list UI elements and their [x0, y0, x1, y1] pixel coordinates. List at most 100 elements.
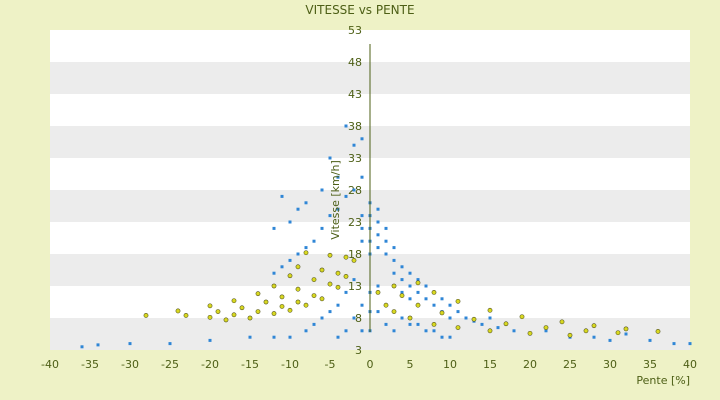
data-point-blue — [376, 233, 380, 237]
data-point-blue — [416, 278, 420, 282]
data-point-blue — [360, 137, 364, 141]
data-point-yellow — [295, 299, 301, 305]
data-point-yellow — [391, 309, 397, 314]
data-point-blue — [440, 297, 444, 301]
x-tick-label: 40 — [683, 358, 697, 371]
data-point-yellow — [343, 273, 349, 279]
data-point-yellow — [327, 281, 333, 287]
y-tick-label: 13 — [348, 280, 362, 293]
x-tick-label: -35 — [81, 358, 99, 371]
data-point-yellow — [271, 311, 277, 316]
data-point-yellow — [335, 270, 341, 276]
data-point-blue — [688, 342, 692, 346]
data-point-blue — [672, 342, 676, 346]
data-point-blue — [384, 226, 388, 230]
data-point-yellow — [583, 328, 589, 334]
data-point-yellow — [279, 294, 285, 300]
data-point-yellow — [415, 302, 421, 308]
y-axis-label: Vitesse [km/h] — [329, 160, 342, 240]
data-point-yellow — [471, 316, 477, 322]
data-point-blue — [328, 156, 332, 160]
y-tick-label: 18 — [348, 248, 362, 261]
data-point-yellow — [519, 314, 525, 320]
data-point-blue — [400, 316, 404, 320]
y-tick-label: 48 — [348, 56, 362, 69]
data-point-blue — [480, 322, 484, 326]
data-point-blue — [320, 188, 324, 192]
data-point-blue — [400, 278, 404, 282]
data-point-blue — [464, 316, 468, 320]
data-point-blue — [360, 329, 364, 333]
data-point-blue — [408, 271, 412, 275]
y-tick-label: 53 — [348, 24, 362, 37]
data-point-blue — [280, 265, 284, 269]
data-point-blue — [360, 303, 364, 307]
data-point-blue — [376, 246, 380, 250]
data-point-yellow — [527, 330, 533, 336]
x-tick-label: -25 — [161, 358, 179, 371]
x-tick-label: 0 — [367, 358, 374, 371]
data-point-yellow — [231, 312, 237, 318]
data-point-blue — [400, 265, 404, 269]
data-point-yellow — [303, 250, 309, 256]
data-point-yellow — [279, 304, 285, 309]
data-point-yellow — [175, 308, 181, 314]
data-point-blue — [360, 239, 364, 243]
data-point-blue — [408, 322, 412, 326]
data-point-blue — [384, 322, 388, 326]
data-point-blue — [424, 297, 428, 301]
data-point-yellow — [439, 310, 445, 316]
data-point-yellow — [287, 307, 293, 313]
y-tick-label: 23 — [348, 216, 362, 229]
x-tick-label: 15 — [483, 358, 497, 371]
data-point-blue — [392, 271, 396, 275]
data-point-blue — [208, 338, 212, 342]
data-point-blue — [360, 175, 364, 179]
data-point-yellow — [567, 332, 573, 338]
data-point-blue — [456, 310, 460, 314]
y-tick-label: 8 — [355, 312, 362, 325]
data-point-blue — [648, 338, 652, 342]
data-point-blue — [296, 252, 300, 256]
y-tick-label: 43 — [348, 88, 362, 101]
data-point-blue — [344, 329, 348, 333]
data-point-blue — [424, 329, 428, 333]
data-point-blue — [344, 194, 348, 198]
y-tick-label: 3 — [355, 344, 362, 357]
data-point-yellow — [431, 289, 437, 295]
data-point-blue — [128, 342, 132, 346]
data-point-yellow — [615, 330, 621, 336]
data-point-blue — [168, 342, 172, 346]
data-point-yellow — [223, 317, 229, 323]
data-point-yellow — [271, 283, 277, 289]
data-point-blue — [328, 214, 332, 218]
data-point-yellow — [239, 305, 245, 311]
x-tick-label: 20 — [523, 358, 537, 371]
data-point-blue — [392, 329, 396, 333]
data-point-blue — [336, 207, 340, 211]
x-tick-label: 30 — [603, 358, 617, 371]
data-point-yellow — [143, 313, 149, 318]
data-point-blue — [288, 335, 292, 339]
data-point-blue — [360, 214, 364, 218]
x-tick-label: -20 — [201, 358, 219, 371]
data-point-blue — [496, 326, 500, 330]
data-point-yellow — [255, 309, 261, 314]
data-point-yellow — [263, 299, 269, 305]
data-point-yellow — [207, 303, 213, 309]
data-point-blue — [336, 303, 340, 307]
data-point-yellow — [247, 315, 253, 321]
data-point-yellow — [543, 325, 549, 330]
data-point-blue — [424, 284, 428, 288]
data-point-yellow — [455, 298, 461, 304]
data-point-yellow — [311, 277, 317, 282]
data-point-yellow — [431, 321, 437, 327]
x-tick-label: -40 — [41, 358, 59, 371]
data-point-blue — [544, 329, 548, 333]
data-point-blue — [312, 322, 316, 326]
data-point-blue — [624, 332, 628, 336]
data-point-yellow — [351, 257, 357, 263]
data-point-blue — [408, 284, 412, 288]
x-tick-label: 5 — [407, 358, 414, 371]
